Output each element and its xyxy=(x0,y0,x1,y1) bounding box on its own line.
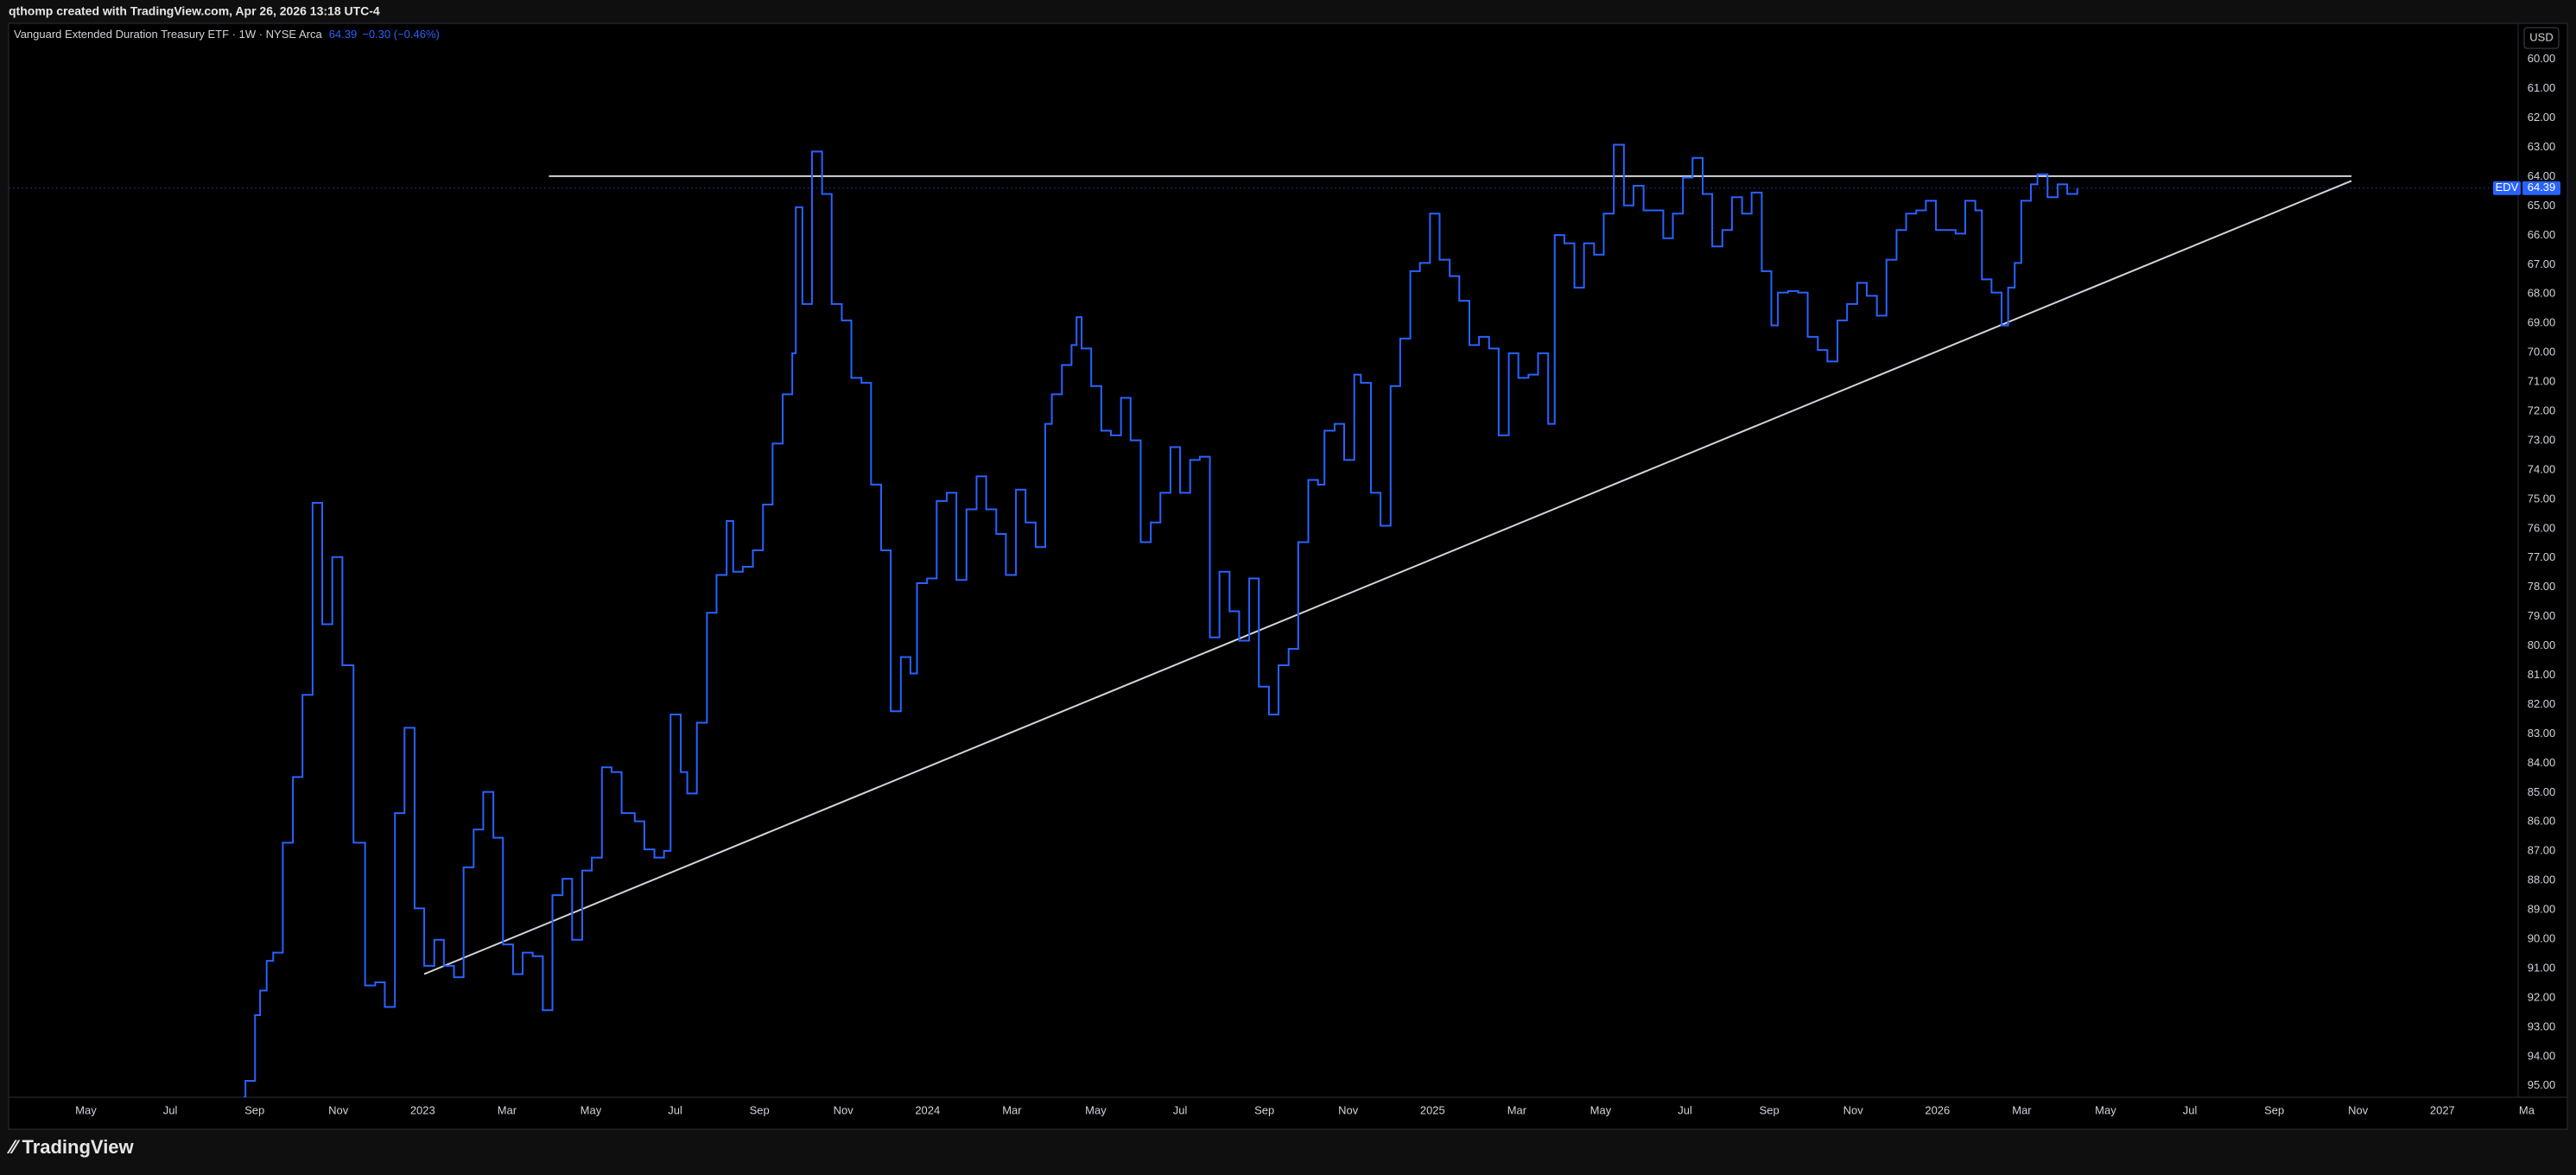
x-tick-label: 2026 xyxy=(1925,1103,1950,1116)
y-tick-label: 75.00 xyxy=(2528,492,2556,505)
title: Vanguard Extended Duration Treasury ETF … xyxy=(14,28,322,41)
x-tick-label: 2024 xyxy=(915,1103,940,1116)
y-tick-label: 87.00 xyxy=(2528,844,2556,857)
y-tick-label: 89.00 xyxy=(2528,903,2556,916)
y-tick-label: 74.00 xyxy=(2528,462,2556,475)
trend-line xyxy=(423,180,2352,975)
y-tick-label: 65.00 xyxy=(2528,199,2556,212)
y-tick-label: 94.00 xyxy=(2528,1049,2556,1062)
symbol-tag xyxy=(2493,181,2521,195)
y-tick-label: 73.00 xyxy=(2528,433,2556,446)
y-tick-label: 76.00 xyxy=(2528,521,2556,534)
x-tick-label: Jul xyxy=(2183,1103,2198,1116)
x-tick-label: 2025 xyxy=(1420,1103,1445,1116)
y-tick-label: 85.00 xyxy=(2528,785,2556,798)
x-tick-label: Sep xyxy=(1254,1103,1274,1116)
x-tick-label: Jul xyxy=(668,1103,682,1116)
x-tick-label: 2027 xyxy=(2430,1103,2455,1116)
x-tick-label: Sep xyxy=(244,1103,264,1116)
axes: 60.00 61.00 62.00 63.00 64.00 65.00 66.00 67.00… xyxy=(75,52,2560,1116)
y-tick-label: 80.00 xyxy=(2528,638,2556,651)
y-tick-label: 93.00 xyxy=(2528,1019,2556,1032)
y-tick-label: 92.00 xyxy=(2528,990,2556,1003)
x-tick-label: Jul xyxy=(163,1103,178,1116)
logo-text: TradingView xyxy=(22,1136,134,1158)
y-tick-label: 79.00 xyxy=(2528,609,2556,622)
y-tick-label: 88.00 xyxy=(2528,873,2556,886)
y-tick-label: 72.00 xyxy=(2528,404,2556,417)
logo: ⁄⁄ TradingView xyxy=(6,1136,135,1158)
y-tick-label: 86.00 xyxy=(2528,815,2556,828)
legend-change: −0.30 (−0.46%) xyxy=(362,28,440,41)
x-tick-label: Sep xyxy=(2264,1103,2284,1116)
currency[interactable]: USD xyxy=(2529,30,2553,43)
x-tick-label: Jul xyxy=(1678,1103,1692,1116)
y-tick-label: 91.00 xyxy=(2528,961,2556,974)
y-tick-label: 69.00 xyxy=(2528,316,2556,329)
price-line xyxy=(243,143,2078,1097)
currency-button[interactable] xyxy=(2523,27,2560,49)
x-tick-label: Mar xyxy=(498,1103,517,1116)
x-tick-label: Nov xyxy=(2348,1103,2369,1116)
x-tick-label: May xyxy=(2095,1103,2116,1116)
x-tick-label: Jul xyxy=(1173,1103,1188,1116)
y-tick-label: 68.00 xyxy=(2528,287,2556,300)
y-tick-label: 77.00 xyxy=(2528,550,2556,563)
y-tick-label: 90.00 xyxy=(2528,931,2556,944)
x-tick-label: 2023 xyxy=(410,1103,435,1116)
y-tick-label: 84.00 xyxy=(2528,756,2556,769)
x-tick-label: Ma xyxy=(2519,1103,2535,1116)
legend-price: 64.39 xyxy=(329,28,358,41)
x-tick-label: Sep xyxy=(1760,1103,1780,1116)
x-tick-label: Nov xyxy=(834,1103,854,1116)
y-tick-label: 78.00 xyxy=(2528,580,2556,593)
x-tick-label: Sep xyxy=(750,1103,770,1116)
y-tick-label: 70.00 xyxy=(2528,346,2556,359)
y-tick-label: 64.00 xyxy=(2528,169,2556,182)
y-tick-label: 82.00 xyxy=(2528,697,2556,710)
y-tick-label: 61.00 xyxy=(2528,81,2556,94)
x-tick-label: Mar xyxy=(1507,1103,1527,1116)
y-tick-label: 60.00 xyxy=(2528,52,2556,65)
header: qthomp created with TradingView.com, Apr… xyxy=(9,4,380,18)
y-tick-label: 62.00 xyxy=(2528,111,2556,124)
x-tick-label: Nov xyxy=(1338,1103,1359,1116)
plot xyxy=(9,143,2518,1097)
y-tick-label: 67.00 xyxy=(2528,257,2556,270)
last-price-tag xyxy=(2522,181,2560,195)
x-tick-label: Mar xyxy=(2012,1103,2032,1116)
x-tick-label: May xyxy=(75,1103,97,1116)
chart-panel xyxy=(8,22,2568,1130)
y-tick-label: 81.00 xyxy=(2528,668,2556,681)
x-tick-label: Nov xyxy=(328,1103,349,1116)
y-tick-label: 63.00 xyxy=(2528,140,2556,153)
x-tick-label: May xyxy=(581,1103,602,1116)
symbol-label: EDV xyxy=(2496,181,2519,194)
y-tick-label: 83.00 xyxy=(2528,727,2556,740)
x-tick-label: May xyxy=(1590,1103,1612,1116)
x-tick-label: Mar xyxy=(1002,1103,1022,1116)
x-tick-label: May xyxy=(1085,1103,1107,1116)
last-price-label: 64.39 xyxy=(2528,181,2556,194)
chart-title: Vanguard Extended Duration Treasury ETF … xyxy=(14,28,440,41)
y-tick-label: 66.00 xyxy=(2528,228,2556,241)
y-tick-label: 95.00 xyxy=(2528,1078,2556,1091)
y-tick-label: 71.00 xyxy=(2528,375,2556,388)
x-tick-label: Nov xyxy=(1843,1103,1864,1116)
